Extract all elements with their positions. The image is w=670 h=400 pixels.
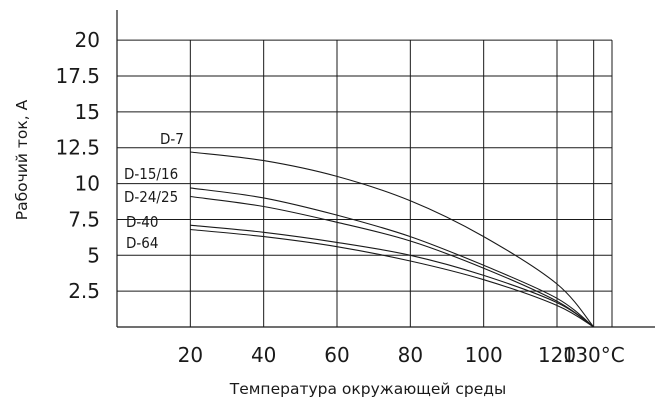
x-tick-label-2: 60 [324,343,349,367]
series-label-d-15-16: D-15/16 [124,165,178,183]
series-line-d-40 [190,224,595,328]
x-tick-label-3: 80 [398,343,423,367]
y-tick-label-1: 17.5 [55,64,100,88]
y-tick-label-4: 10 [75,172,100,196]
series-line-d-7 [190,151,595,328]
series-lines [190,151,595,328]
y-tick-label-0: 20 [75,28,100,52]
series-line-d-24-25 [190,195,595,328]
x-axis-title: Температура окружающей среды [229,380,507,398]
axes [116,10,655,328]
x-tick-label-1: 40 [251,343,276,367]
series-label-d-40: D-40 [126,213,158,231]
x-tick-label-4: 100 [465,343,503,367]
x-tick-label-6: 130°C [563,343,625,367]
x-tick-label-0: 20 [178,343,203,367]
series-labels: D-7 D-15/16 D-24/25 D-40 D-64 [124,130,184,252]
y-tick-label-6: 5 [87,243,100,267]
x-tick-label-5: 120 [538,343,576,367]
series-line-d-64 [190,228,594,328]
grid [117,39,613,327]
y-tick-label-3: 12.5 [55,136,100,160]
series-label-d-7: D-7 [160,130,184,148]
y-tick-label-5: 7.5 [68,207,100,231]
y-tick-label-7: 2.5 [68,279,100,303]
y-axis-title: Рабочий ток, А [13,99,31,220]
series-label-d-24-25: D-24/25 [124,188,178,206]
y-tick-label-2: 15 [75,100,100,124]
series-label-d-64: D-64 [126,234,158,252]
series-line-d-15-16 [190,187,595,328]
